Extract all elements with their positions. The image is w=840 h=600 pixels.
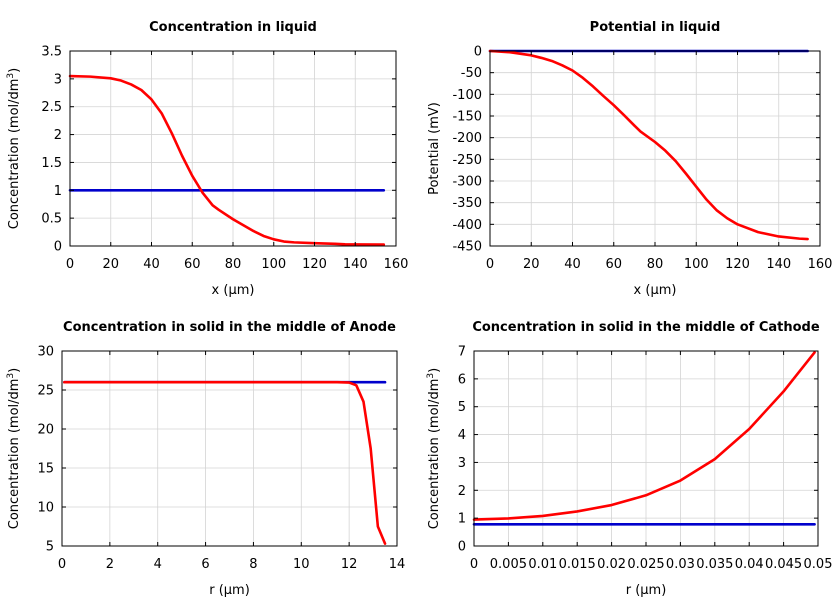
y-tick-label: 1.5 bbox=[41, 156, 62, 171]
x-tick-label: 0.005 bbox=[490, 557, 527, 572]
x-axis-label: x (µm) bbox=[212, 283, 255, 298]
y-tick-label: 2 bbox=[54, 128, 62, 143]
y-axis-label: Concentration (mol/dm3) bbox=[426, 368, 442, 530]
x-tick-label: 100 bbox=[684, 257, 709, 272]
y-tick-label: 0 bbox=[458, 540, 466, 555]
x-tick-label: 0 bbox=[486, 257, 494, 272]
x-tick-label: 0.05 bbox=[804, 557, 833, 572]
y-tick-label: 25 bbox=[37, 384, 54, 399]
series-line-2 bbox=[472, 351, 816, 521]
y-tick-label: 0 bbox=[474, 45, 482, 60]
y-tick-label: 0 bbox=[54, 240, 62, 255]
y-axis-label: Concentration (mol/dm3) bbox=[6, 68, 22, 230]
y-tick-label: 3 bbox=[54, 72, 62, 87]
x-tick-label: 160 bbox=[384, 257, 409, 272]
chart-title: Concentration in solid in the middle of … bbox=[63, 320, 396, 335]
x-tick-label: 0 bbox=[470, 557, 478, 572]
y-tick-label: 5 bbox=[46, 540, 54, 555]
x-tick-label: 0.045 bbox=[765, 557, 802, 572]
x-tick-label: 140 bbox=[766, 257, 791, 272]
x-tick-label: 120 bbox=[302, 257, 327, 272]
chart-panel-3: 0 2 4 6 8 10 12 14 5 10 15 20 25 30 Concentration in s… bbox=[6, 320, 405, 598]
y-tick-label: -300 bbox=[452, 175, 482, 190]
chart-panel-1: 0 20 40 60 80 100 120 140 160 0 0.5 1 1.5 2 2.5 3 3.5 Con… bbox=[6, 20, 408, 298]
y-tick-label: -450 bbox=[452, 240, 482, 255]
x-tick-label: 0.035 bbox=[696, 557, 733, 572]
chart-panel-4: 0 0.005 0.01 0.015 0.02 0.025 0.03 0.035 0.04 0.0… bbox=[426, 320, 832, 598]
x-tick-label: 20 bbox=[102, 257, 119, 272]
x-tick-label: 80 bbox=[647, 257, 664, 272]
x-tick-label: 0 bbox=[58, 557, 66, 572]
x-axis-label: r (µm) bbox=[209, 583, 250, 598]
x-tick-label: 0.03 bbox=[666, 557, 695, 572]
x-axis-label: r (µm) bbox=[626, 583, 667, 598]
y-tick-label: 0.5 bbox=[41, 212, 62, 227]
y-tick-label: -100 bbox=[452, 88, 482, 103]
x-tick-label: 40 bbox=[143, 257, 160, 272]
x-tick-label: 60 bbox=[605, 257, 622, 272]
x-tick-label: 2 bbox=[106, 557, 114, 572]
y-tick-label: -200 bbox=[452, 131, 482, 146]
y-axis-label: Concentration (mol/dm3) bbox=[6, 368, 22, 530]
series-line-2 bbox=[63, 380, 387, 545]
y-tick-label: 4 bbox=[458, 428, 466, 443]
y-tick-label: 10 bbox=[37, 501, 54, 516]
y-tick-label: 1 bbox=[458, 512, 466, 527]
y-tick-label: -350 bbox=[452, 196, 482, 211]
y-tick-label: 20 bbox=[37, 423, 54, 438]
x-axis-label: x (µm) bbox=[634, 283, 677, 298]
y-tick-label: -400 bbox=[452, 218, 482, 233]
y-tick-label: -150 bbox=[452, 110, 482, 125]
y-tick-label: 2 bbox=[458, 484, 466, 499]
x-tick-label: 80 bbox=[225, 257, 242, 272]
x-tick-label: 0.04 bbox=[735, 557, 764, 572]
chart-panel-2: 0 20 40 60 80 100 120 140 160 0 -50 -100 -150 -200 -25… bbox=[427, 20, 832, 298]
chart-title: Concentration in liquid bbox=[149, 20, 317, 35]
y-tick-label: -250 bbox=[452, 153, 482, 168]
y-tick-label: 30 bbox=[37, 345, 54, 360]
x-tick-label: 0.025 bbox=[627, 557, 664, 572]
y-tick-label: 5 bbox=[458, 400, 466, 415]
x-tick-label: 120 bbox=[725, 257, 750, 272]
y-axis-label: Potential (mV) bbox=[427, 102, 442, 195]
x-tick-label: 8 bbox=[249, 557, 257, 572]
x-tick-label: 0.015 bbox=[559, 557, 596, 572]
x-tick-label: 0 bbox=[66, 257, 74, 272]
y-tick-label: 15 bbox=[37, 462, 54, 477]
x-tick-label: 6 bbox=[201, 557, 209, 572]
x-tick-label: 160 bbox=[808, 257, 833, 272]
y-tick-label: 6 bbox=[458, 372, 466, 387]
x-tick-label: 0.02 bbox=[597, 557, 626, 572]
x-tick-label: 14 bbox=[389, 557, 406, 572]
x-tick-label: 100 bbox=[261, 257, 286, 272]
series-line-2 bbox=[488, 49, 809, 241]
y-tick-label: 3.5 bbox=[41, 45, 62, 60]
x-tick-label: 60 bbox=[184, 257, 201, 272]
y-tick-label: 7 bbox=[458, 345, 466, 360]
y-tick-label: -50 bbox=[461, 66, 482, 81]
x-tick-label: 10 bbox=[293, 557, 310, 572]
plot-frame bbox=[61, 350, 398, 547]
y-tick-label: 3 bbox=[458, 456, 466, 471]
series-line-2 bbox=[68, 74, 386, 246]
x-tick-label: 20 bbox=[523, 257, 540, 272]
x-tick-label: 140 bbox=[343, 257, 368, 272]
x-tick-label: 40 bbox=[564, 257, 581, 272]
y-tick-label: 1 bbox=[54, 184, 62, 199]
chart-title: Concentration in solid in the middle of … bbox=[472, 320, 820, 335]
y-tick-label: 2.5 bbox=[41, 100, 62, 115]
x-tick-label: 0.01 bbox=[528, 557, 557, 572]
chart-title: Potential in liquid bbox=[590, 20, 721, 35]
x-tick-label: 4 bbox=[154, 557, 162, 572]
x-tick-label: 12 bbox=[341, 557, 358, 572]
